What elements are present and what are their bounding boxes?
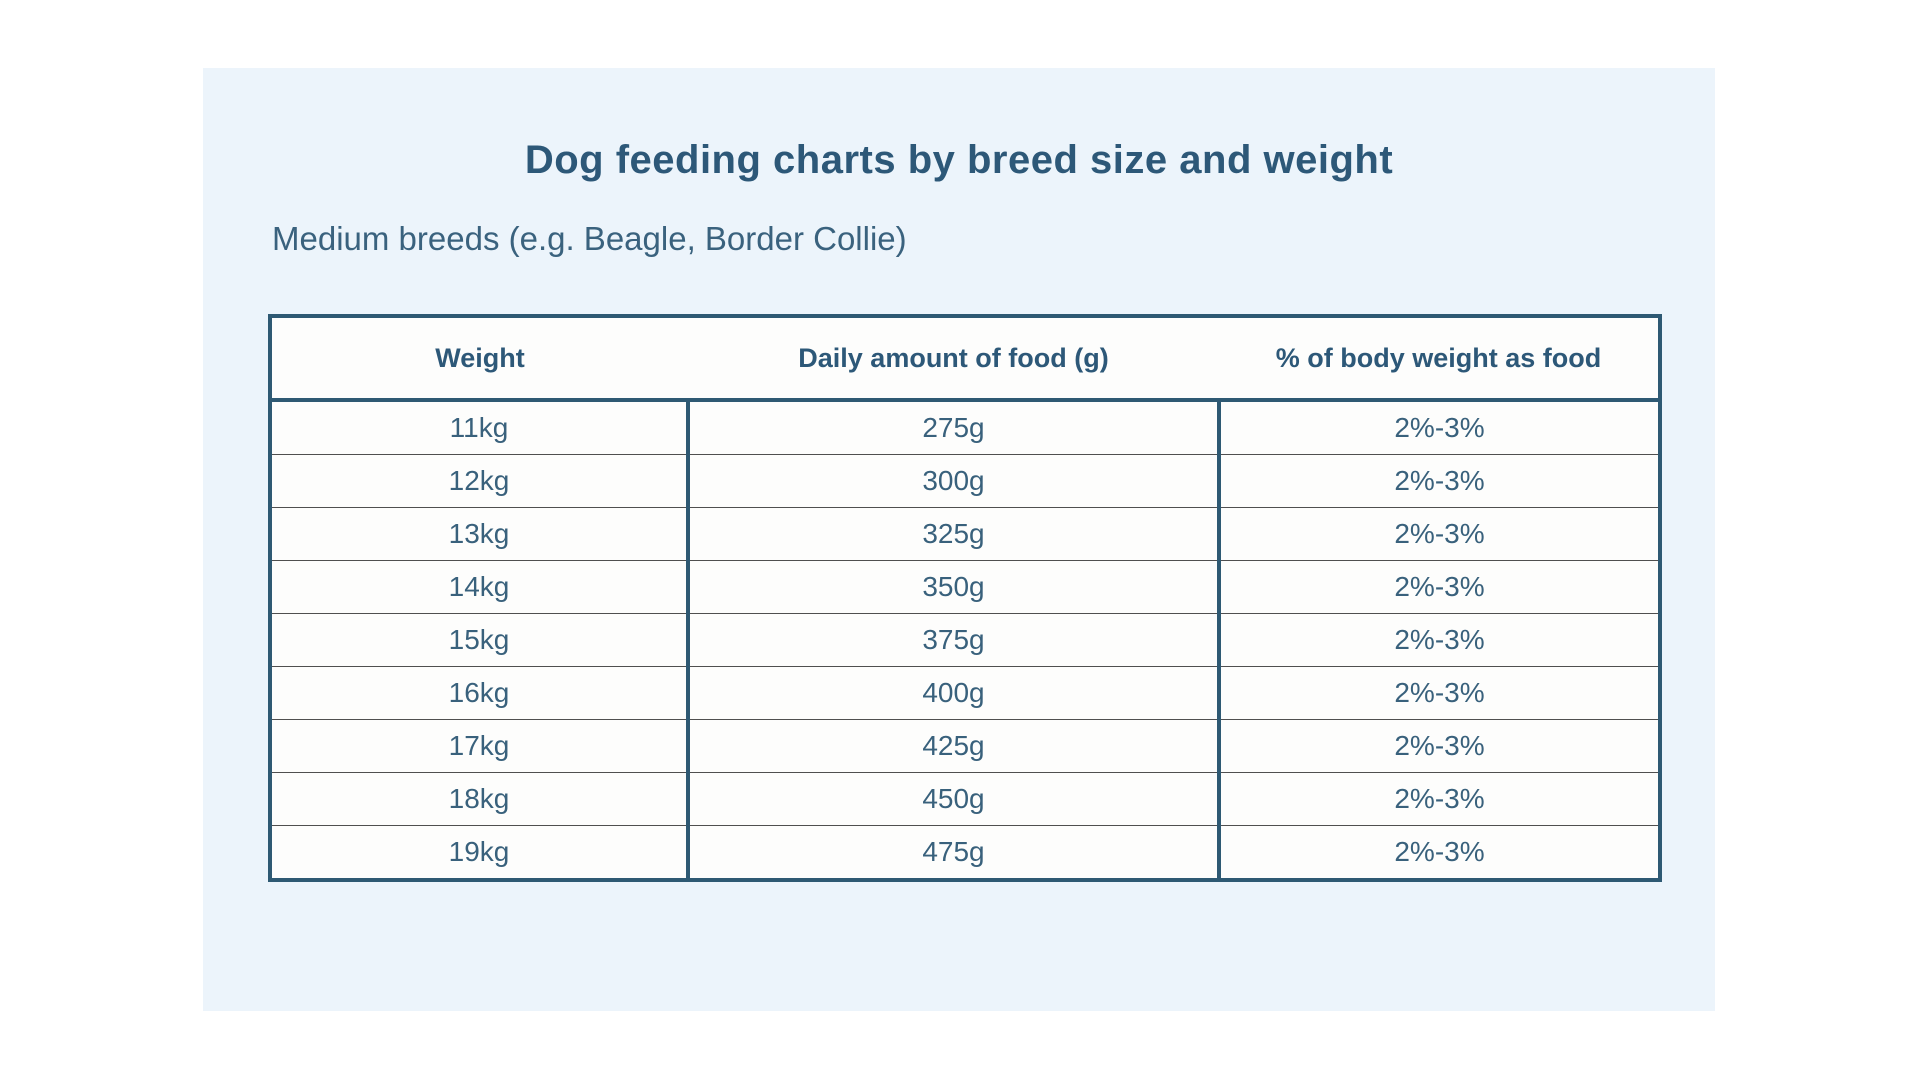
cell-percent-body-weight: 2%-3% (1217, 719, 1660, 773)
cell-daily-food: 450g (686, 772, 1219, 826)
cell-weight: 14kg (270, 560, 688, 614)
cell-percent-body-weight: 2%-3% (1217, 666, 1660, 720)
table-row: 14kg 350g 2%-3% (270, 560, 1660, 614)
table-row: 15kg 375g 2%-3% (270, 613, 1660, 667)
table-body: 11kg 275g 2%-3% 12kg 300g 2%-3% 13kg 325g 2%-3% 1… (270, 400, 1660, 880)
cell-weight: 11kg (270, 400, 688, 455)
cell-daily-food: 400g (686, 666, 1219, 720)
page-title: Dog feeding charts by breed size and wei… (524, 138, 1394, 182)
table-row: 16kg 400g 2%-3% (270, 666, 1660, 720)
column-header-daily-food: Daily amount of food (g) (688, 316, 1219, 402)
cell-percent-body-weight: 2%-3% (1217, 613, 1660, 667)
cell-daily-food: 475g (686, 825, 1219, 880)
cell-weight: 12kg (270, 454, 688, 508)
cell-percent-body-weight: 2%-3% (1217, 507, 1660, 561)
table-header-row: Weight Daily amount of food (g) % of bod… (270, 316, 1660, 402)
cell-daily-food: 325g (686, 507, 1219, 561)
table-row: 17kg 425g 2%-3% (270, 719, 1660, 773)
column-header-percent-body-weight: % of body weight as food (1219, 316, 1660, 402)
cell-daily-food: 425g (686, 719, 1219, 773)
cell-percent-body-weight: 2%-3% (1217, 400, 1660, 455)
column-header-weight: Weight (270, 316, 688, 402)
table-row: 11kg 275g 2%-3% (270, 400, 1660, 455)
cell-percent-body-weight: 2%-3% (1217, 772, 1660, 826)
cell-daily-food: 275g (686, 400, 1219, 455)
cell-percent-body-weight: 2%-3% (1217, 454, 1660, 508)
table-row: 13kg 325g 2%-3% (270, 507, 1660, 561)
table-row: 18kg 450g 2%-3% (270, 772, 1660, 826)
cell-weight: 18kg (270, 772, 688, 826)
feeding-chart-card: Dog feeding charts by breed size and wei… (203, 68, 1715, 1011)
cell-weight: 13kg (270, 507, 688, 561)
feeding-table: Weight Daily amount of food (g) % of bod… (268, 314, 1662, 882)
table-row: 12kg 300g 2%-3% (270, 454, 1660, 508)
cell-daily-food: 375g (686, 613, 1219, 667)
cell-percent-body-weight: 2%-3% (1217, 825, 1660, 880)
table-subtitle: Medium breeds (e.g. Beagle, Border Colli… (272, 220, 907, 257)
table-row: 19kg 475g 2%-3% (270, 825, 1660, 880)
cell-weight: 17kg (270, 719, 688, 773)
cell-weight: 16kg (270, 666, 688, 720)
cell-daily-food: 350g (686, 560, 1219, 614)
cell-percent-body-weight: 2%-3% (1217, 560, 1660, 614)
cell-weight: 15kg (270, 613, 688, 667)
cell-weight: 19kg (270, 825, 688, 880)
cell-daily-food: 300g (686, 454, 1219, 508)
